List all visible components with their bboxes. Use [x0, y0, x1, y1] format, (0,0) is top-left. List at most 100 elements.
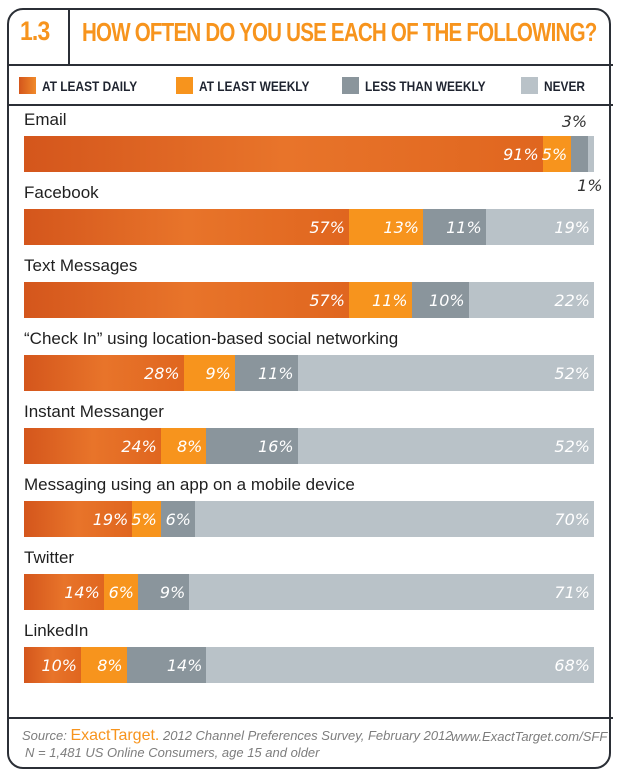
- data-label: 71%: [554, 583, 590, 602]
- bar-segment-at-least-daily: 57%: [24, 282, 349, 318]
- chart-title: HOW OFTEN DO YOU USE EACH OF THE FOLLOWI…: [82, 17, 597, 47]
- bar-segment-at-least-weekly: 13%: [348, 209, 423, 245]
- data-label: 8%: [177, 437, 203, 456]
- category-label: LinkedIn: [24, 621, 89, 640]
- bar-segment-less-than-weekly: 11%: [422, 209, 486, 245]
- data-label: 91%: [503, 145, 539, 164]
- data-label: 6%: [165, 510, 191, 529]
- bar-segment-at-least-daily: 14%: [24, 574, 104, 610]
- legend-swatch: [342, 77, 359, 94]
- category-label: Email: [24, 110, 67, 129]
- data-label: 11%: [258, 364, 294, 383]
- data-label: 68%: [554, 656, 590, 675]
- data-label: 52%: [554, 437, 590, 456]
- legend-swatch: [19, 77, 36, 94]
- bar-segment-at-least-daily: 19%: [24, 501, 133, 537]
- source-line: Source: ExactTarget. 2012 Channel Prefer…: [22, 727, 453, 745]
- stacked-bar: 91% 5%: [24, 136, 594, 172]
- bar-segment-less-than-weekly: 16%: [206, 428, 298, 464]
- stacked-bar: 28% 9% 11% 52%: [24, 355, 594, 391]
- stacked-bar: 57% 13% 11% 19%: [24, 209, 594, 245]
- data-label: 11%: [372, 291, 408, 310]
- bar-segment-at-least-weekly: 5%: [131, 501, 161, 537]
- data-label: 11%: [446, 218, 482, 237]
- bar-segment-at-least-weekly: 5%: [541, 136, 572, 172]
- footer-divider: [7, 717, 613, 719]
- legend-label: AT LEAST DAILY: [42, 77, 138, 94]
- bar-segment-at-least-weekly: 9%: [183, 355, 235, 391]
- legend-item: NEVER: [521, 77, 592, 94]
- bar-segment-at-least-daily: 24%: [24, 428, 161, 464]
- bar-segment-at-least-weekly: 8%: [160, 428, 207, 464]
- data-label: 22%: [554, 291, 590, 310]
- bar-segment-at-least-weekly: 11%: [348, 282, 412, 318]
- legend-label: NEVER: [544, 77, 585, 94]
- stacked-bar: 14% 6% 9% 71%: [24, 574, 594, 610]
- data-label: 9%: [205, 364, 231, 383]
- data-label-callout: 3%: [561, 112, 588, 131]
- bar-segment-at-least-daily: 57%: [24, 209, 349, 245]
- bar-segment-at-least-daily: 28%: [24, 355, 184, 391]
- legend-label: AT LEAST WEEKLY: [199, 77, 310, 94]
- bar-segment-never: 19%: [485, 209, 594, 245]
- legend-label: LESS THAN WEEKLY: [365, 77, 486, 94]
- bar-segment-never: 71%: [189, 574, 594, 610]
- data-label: 52%: [554, 364, 590, 383]
- sample-note: N = 1,481 US Online Consumers, age 15 an…: [25, 745, 320, 760]
- bar-segment-never: 70%: [194, 501, 594, 537]
- source-url[interactable]: www.ExactTarget.com/SFF: [451, 729, 608, 744]
- brand-logo: ExactTarget.: [70, 727, 160, 744]
- bar-segment-less-than-weekly: [571, 136, 589, 172]
- bar-segment-less-than-weekly: 14%: [126, 647, 207, 683]
- stacked-bar: 24% 8% 16% 52%: [24, 428, 594, 464]
- data-label: 57%: [309, 218, 345, 237]
- legend-item: LESS THAN WEEKLY: [342, 77, 507, 94]
- data-label: 5%: [131, 510, 157, 529]
- header: [7, 8, 613, 66]
- stacked-bar: 19% 5% 6% 70%: [24, 501, 594, 537]
- data-label: 19%: [554, 218, 590, 237]
- bar-segment-never: 52%: [297, 355, 594, 391]
- category-label: “Check In” using location-based social n…: [24, 329, 399, 348]
- bar-segment-at-least-daily: 91%: [24, 136, 543, 172]
- bar-segment-never: 68%: [206, 647, 594, 683]
- bar-segment-at-least-weekly: 8%: [81, 647, 127, 683]
- category-label: Messaging using an app on a mobile devic…: [24, 475, 355, 494]
- bar-segment-less-than-weekly: 11%: [234, 355, 298, 391]
- data-label: 10%: [41, 656, 77, 675]
- data-label: 57%: [309, 291, 345, 310]
- bar-segment-less-than-weekly: 10%: [411, 282, 469, 318]
- legend: [7, 66, 613, 106]
- data-label: 14%: [64, 583, 100, 602]
- data-label: 70%: [554, 510, 590, 529]
- data-label: 14%: [166, 656, 203, 675]
- stacked-bar: 57% 11% 10% 22%: [24, 282, 594, 318]
- bar-segment-never: [588, 136, 594, 172]
- bar-segment-less-than-weekly: 6%: [160, 501, 195, 537]
- data-label: 24%: [121, 437, 157, 456]
- bar-segment-at-least-daily: 10%: [24, 647, 81, 683]
- source-text: 2012 Channel Preferences Survey, Februar…: [163, 728, 453, 743]
- data-label: 16%: [258, 437, 294, 456]
- chart-frame: [7, 8, 611, 769]
- header-divider: [68, 10, 70, 66]
- stacked-bar: 10% 8% 14% 68%: [24, 647, 594, 683]
- data-label: 8%: [97, 656, 123, 675]
- source-prefix: Source:: [22, 728, 67, 743]
- legend-item: AT LEAST DAILY: [19, 77, 154, 94]
- category-label: Twitter: [24, 548, 75, 567]
- data-label: 19%: [92, 510, 129, 529]
- legend-swatch: [176, 77, 193, 94]
- bar-segment-never: 52%: [297, 428, 594, 464]
- data-label: 28%: [144, 364, 180, 383]
- bar-segment-less-than-weekly: 9%: [137, 574, 190, 610]
- data-label-callout: 1%: [577, 176, 603, 195]
- data-label: 6%: [108, 583, 134, 602]
- category-label: Facebook: [24, 183, 99, 202]
- bar-segment-never: 22%: [468, 282, 594, 318]
- category-label: Text Messages: [24, 256, 138, 275]
- data-label: 5%: [541, 145, 568, 164]
- data-label: 9%: [159, 583, 186, 602]
- category-label: Instant Messanger: [24, 402, 164, 421]
- data-label: 13%: [383, 218, 419, 237]
